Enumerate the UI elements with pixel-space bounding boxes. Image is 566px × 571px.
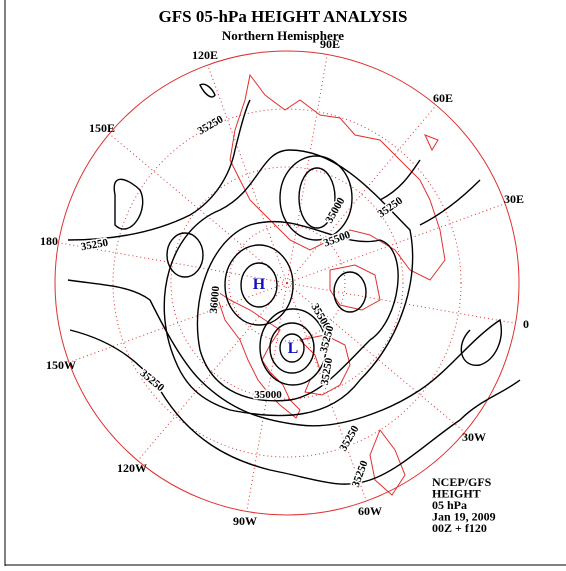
info-line: HEIGHT <box>432 487 481 501</box>
contour-label: 35000 <box>323 195 347 225</box>
meridian <box>58 242 288 284</box>
contour <box>259 308 327 386</box>
meridian <box>108 133 288 284</box>
latitude-circle <box>170 166 404 400</box>
info-line: 05 hPa <box>432 498 467 512</box>
contour <box>199 83 216 98</box>
longitude-label: 120W <box>117 461 147 475</box>
coastline <box>329 264 381 311</box>
contour <box>224 244 294 326</box>
contour <box>279 333 305 363</box>
coastline <box>369 428 406 496</box>
longitude-label: 150W <box>46 358 76 372</box>
longitude-label: 90E <box>320 37 340 51</box>
map-subtitle: Northern Hemisphere <box>222 28 344 43</box>
contour <box>67 99 502 427</box>
map-edge <box>54 50 520 516</box>
meridian <box>286 282 516 324</box>
meridian <box>286 104 437 284</box>
longitude-label: 60E <box>433 91 453 105</box>
map-title: GFS 05-hPa HEIGHT ANALYSIS <box>159 7 408 26</box>
longitude-label: 30W <box>462 430 486 444</box>
contours <box>67 83 521 485</box>
contour <box>113 178 144 230</box>
longitude-label: 90W <box>233 514 257 528</box>
contour <box>333 271 367 313</box>
meridian <box>207 64 288 284</box>
meridian <box>137 282 288 462</box>
contour <box>269 322 315 374</box>
contour-label: 35250 <box>376 194 406 220</box>
contour <box>196 220 399 402</box>
longitude-label: 180 <box>40 234 58 248</box>
longitude-label: 30E <box>504 192 524 206</box>
meridian <box>286 203 506 284</box>
contour <box>166 232 204 278</box>
latitude-circle <box>228 224 346 342</box>
info-line: 00Z + f120 <box>432 521 487 535</box>
longitude-label: 150E <box>89 121 115 135</box>
meridian <box>286 282 466 433</box>
contour-label: 35500 <box>322 229 352 250</box>
longitude-label: 120E <box>192 48 218 62</box>
contour <box>379 159 481 226</box>
coastline <box>298 334 351 396</box>
pressure-center: L <box>288 340 299 357</box>
contour-label: 35250 <box>319 356 336 386</box>
contour <box>69 329 521 485</box>
contour <box>163 149 414 417</box>
contour-label: 35000 <box>254 389 282 401</box>
contour-label: 35250 <box>138 367 167 394</box>
meridian <box>286 54 328 284</box>
coastline <box>424 134 439 152</box>
info-line: Jan 19, 2009 <box>432 510 496 524</box>
latitude-circle <box>112 108 462 458</box>
contour-label: 36000 <box>208 285 222 314</box>
longitude-label: 60W <box>358 504 382 518</box>
map-grid <box>54 50 520 516</box>
contour-label: 35250 <box>337 423 361 453</box>
meridian <box>68 282 288 363</box>
contour <box>298 167 336 229</box>
contour <box>240 262 278 308</box>
meridian <box>246 282 288 512</box>
longitude-label: 0 <box>523 317 529 331</box>
contour <box>279 155 353 241</box>
pressure-center: H <box>253 276 266 293</box>
info-line: NCEP/GFS <box>432 475 492 489</box>
contour-label: 35250 <box>196 113 226 137</box>
contour-label: 35250 <box>350 459 371 489</box>
